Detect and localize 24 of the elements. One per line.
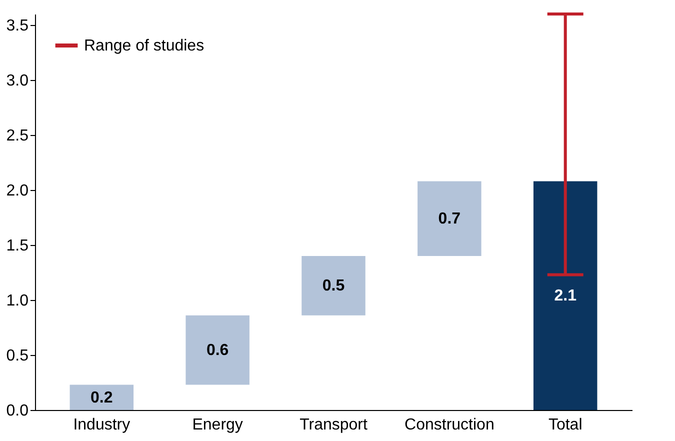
y-tick-label: 2.0 bbox=[6, 182, 29, 200]
data-label: 0.6 bbox=[206, 342, 229, 360]
bar bbox=[418, 181, 482, 256]
bar bbox=[533, 181, 598, 410]
data-label: 0.7 bbox=[438, 210, 461, 228]
x-tick-label: Industry bbox=[73, 416, 130, 434]
x-tick-label: Transport bbox=[300, 416, 368, 434]
data-label: 2.1 bbox=[554, 288, 577, 305]
y-tick-label: 0.0 bbox=[6, 402, 29, 420]
x-tick-label: Energy bbox=[192, 416, 243, 434]
x-tick-label: Construction bbox=[404, 416, 494, 434]
annotation: Range of studies bbox=[84, 38, 204, 54]
y-tick-label: 0.5 bbox=[6, 348, 29, 364]
bar bbox=[70, 384, 134, 410]
y-tick-label: 2.5 bbox=[6, 128, 29, 144]
bar bbox=[302, 256, 366, 316]
x-tick-label: Total bbox=[548, 416, 582, 434]
y-tick-label: 1.5 bbox=[6, 238, 29, 254]
y-tick-label: 3.5 bbox=[6, 18, 29, 34]
data-label: 0.5 bbox=[322, 278, 345, 295]
y-tick-label: 1.0 bbox=[6, 292, 29, 310]
y-tick-label: 3.0 bbox=[6, 72, 29, 90]
bar bbox=[186, 315, 250, 385]
data-label: 0.2 bbox=[90, 389, 113, 406]
